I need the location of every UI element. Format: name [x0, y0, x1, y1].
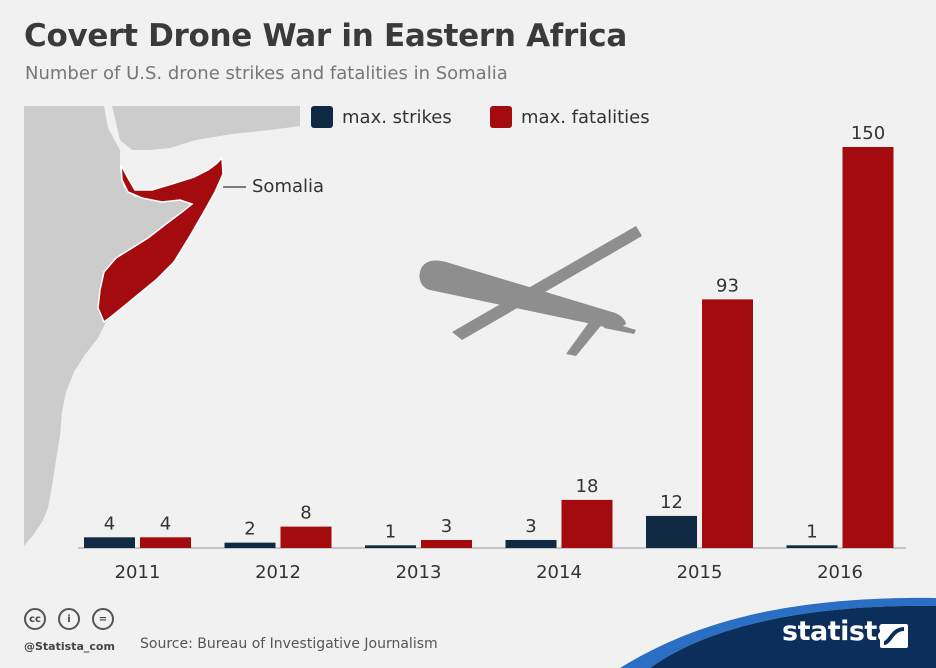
x-tick-label-2016: 2016 [817, 562, 863, 583]
source-note: Source: Bureau of Investigative Journali… [140, 636, 438, 652]
chart-subtitle: Number of U.S. drone strikes and fatalit… [25, 63, 508, 84]
drone-icon [419, 226, 642, 356]
cc-icon: cc [24, 608, 46, 630]
x-tick-label-2011: 2011 [115, 562, 161, 583]
legend-swatch-strikes [311, 106, 333, 128]
bar-fatalities-2011 [140, 537, 191, 548]
data-label-fatalities-2011: 4 [160, 513, 171, 534]
legend-item-fatalities: max. fatalities [490, 106, 650, 128]
data-label-strikes-2014: 3 [525, 516, 536, 537]
x-tick-label-2013: 2013 [396, 562, 442, 583]
legend-swatch-fatalities [490, 106, 512, 128]
chart-title: Covert Drone War in Eastern Africa [24, 18, 627, 54]
x-tick-label-2012: 2012 [255, 562, 301, 583]
legend-label-fatalities: max. fatalities [521, 106, 650, 128]
bar-strikes-2015 [646, 515, 697, 548]
bar-fatalities-2016 [842, 147, 894, 548]
bar-group: 4 4 2011 2 8 2012 1 3 2013 3 18 2014 12 93 2015 1 150 201… [84, 123, 894, 583]
x-tick-label-2014: 2014 [536, 562, 582, 583]
map-land-arabia [112, 106, 300, 150]
map-label-somalia: Somalia [252, 176, 325, 197]
bar-fatalities-2013 [421, 539, 472, 548]
statista-logo[interactable]: statista [782, 616, 895, 647]
bar-strikes-2014 [505, 539, 557, 548]
statista-handle[interactable]: @Statista_com [24, 640, 115, 653]
legend-label-strikes: max. strikes [342, 106, 452, 128]
data-label-fatalities-2014: 18 [576, 476, 599, 497]
data-label-fatalities-2015: 93 [716, 275, 739, 296]
map-land-africa [24, 106, 222, 546]
data-label-strikes-2015: 12 [660, 492, 683, 513]
bar-strikes-2016 [786, 545, 838, 548]
bar-strikes-2012 [224, 542, 276, 548]
data-label-fatalities-2012: 8 [300, 503, 311, 524]
data-label-strikes-2013: 1 [385, 521, 396, 542]
data-label-fatalities-2013: 3 [441, 516, 452, 537]
x-tick-label-2015: 2015 [677, 562, 723, 583]
bar-fatalities-2015 [702, 299, 753, 548]
by-icon: i [58, 608, 80, 630]
bar-strikes-2011 [84, 537, 135, 548]
bar-strikes-2013 [365, 545, 416, 548]
map-somalia [97, 156, 224, 324]
legend-item-strikes: max. strikes [311, 106, 452, 128]
map-of-east-africa [24, 106, 300, 546]
bar-fatalities-2014 [561, 499, 613, 548]
data-label-strikes-2012: 2 [244, 519, 255, 540]
nd-icon: = [92, 608, 114, 630]
data-label-fatalities-2016: 150 [851, 123, 885, 144]
data-label-strikes-2016: 1 [806, 521, 817, 542]
statista-logo-icon [880, 624, 908, 648]
data-label-strikes-2011: 4 [104, 513, 115, 534]
bar-fatalities-2012 [280, 526, 332, 548]
